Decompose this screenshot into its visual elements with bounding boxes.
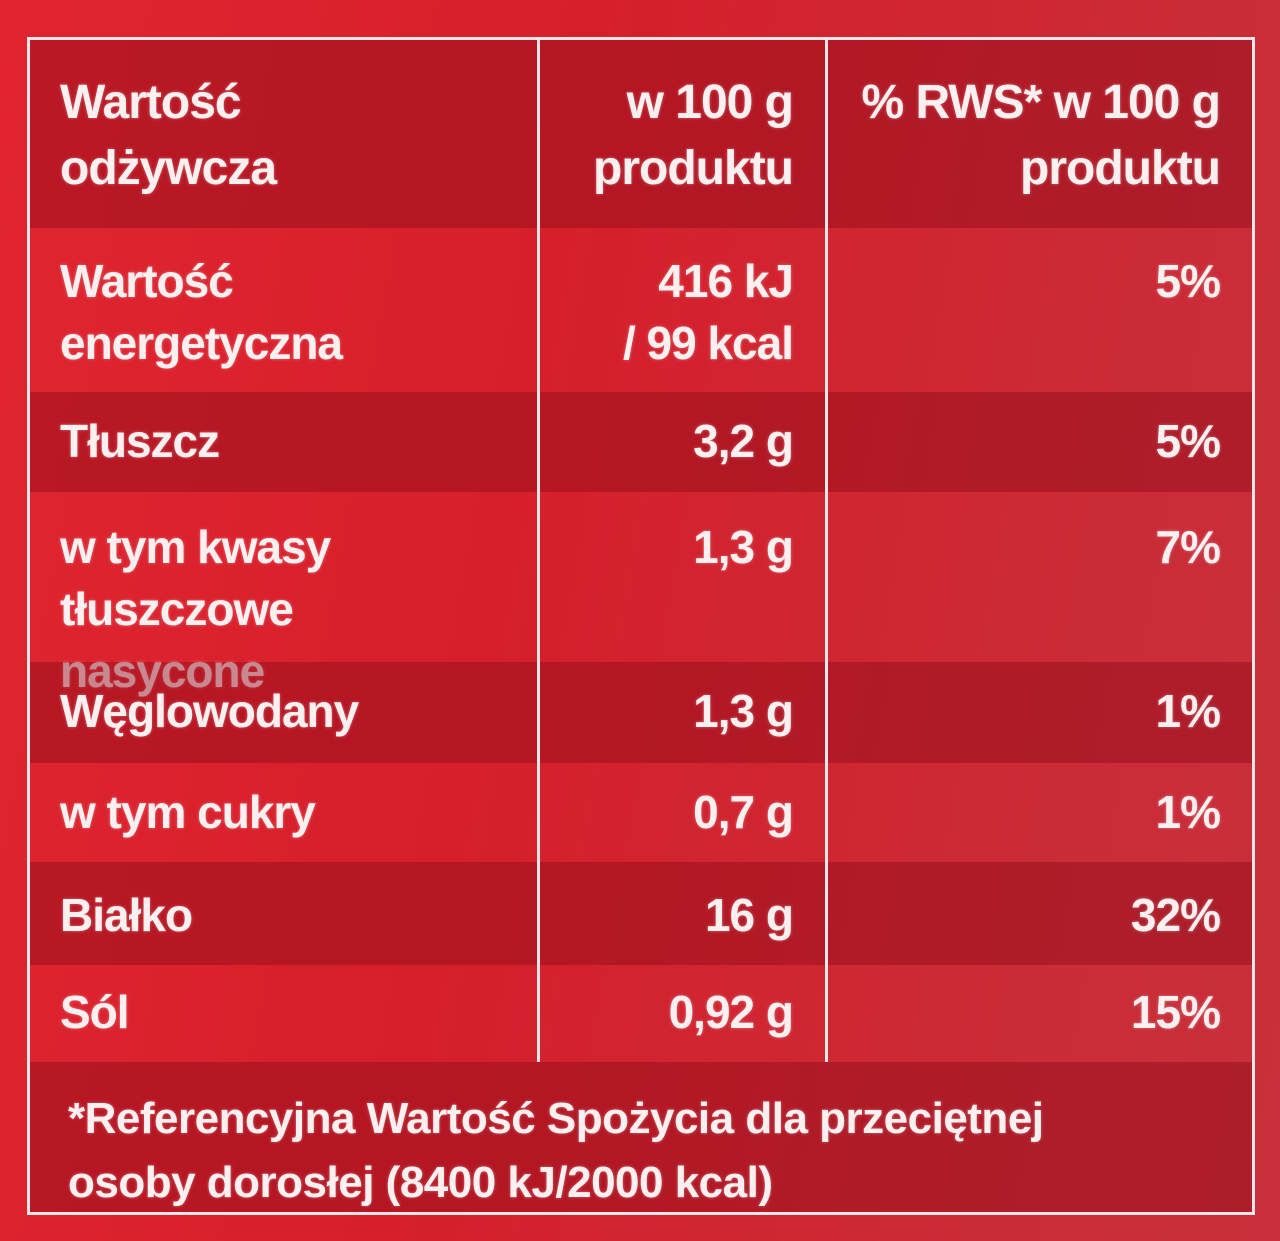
row-rws: 1% xyxy=(825,763,1252,862)
row-value: 0,92 g xyxy=(537,965,825,1062)
row-name-line1: Białko xyxy=(60,889,193,941)
row-name-line2: energetyczna xyxy=(60,317,343,369)
row-name-line1: Tłuszcz xyxy=(60,415,220,467)
header-rws-line2: produktu xyxy=(1020,142,1221,195)
row-value-line1: 3,2 g xyxy=(693,415,794,467)
footnote: *Referencyjna Wartość Spożycia dla przec… xyxy=(30,1062,1252,1212)
row-name-line1: w tym cukry xyxy=(60,786,316,838)
row-value: 1,3 g xyxy=(537,662,825,763)
row-rws: 32% xyxy=(825,862,1252,965)
row-value-line1: 1,3 g xyxy=(693,521,794,573)
row-rws: 1% xyxy=(825,662,1252,763)
row-rws-value: 15% xyxy=(1130,986,1221,1038)
table-row-carbohydrates: Węglowodany 1,3 g 1% xyxy=(30,662,1252,763)
row-name: w tym kwasy tłuszczowe nasycone xyxy=(30,492,537,702)
row-name-line2: tłuszczowe nasycone xyxy=(60,583,294,697)
row-value: 3,2 g xyxy=(537,392,825,492)
row-value-line1: 416 kJ xyxy=(658,255,794,307)
row-rws: 7% xyxy=(825,492,1252,702)
header-per-100g: w 100 g produktu xyxy=(537,40,825,228)
header-nutrient-line2: odżywcza xyxy=(60,142,277,195)
row-rws: 5% xyxy=(825,392,1252,492)
row-name: Tłuszcz xyxy=(30,392,537,492)
row-rws-value: 7% xyxy=(1155,521,1221,573)
table-row-protein: Białko 16 g 32% xyxy=(30,862,1252,965)
table-row-energy: Wartość energetyczna 416 kJ / 99 kcal 5% xyxy=(30,228,1252,392)
row-value: 1,3 g xyxy=(537,492,825,702)
row-name-line1: Wartość xyxy=(60,255,234,307)
row-value-line1: 0,7 g xyxy=(693,786,794,838)
table-header-row: Wartość odżywcza w 100 g produktu % RWS*… xyxy=(30,40,1252,228)
row-value-line1: 16 g xyxy=(704,889,794,941)
row-rws: 5% xyxy=(825,228,1252,392)
row-value-line1: 0,92 g xyxy=(668,986,794,1038)
table-row-sugars: w tym cukry 0,7 g 1% xyxy=(30,763,1252,862)
row-rws-value: 1% xyxy=(1155,786,1221,838)
table-row-fat: Tłuszcz 3,2 g 5% xyxy=(30,392,1252,492)
footnote-line1: *Referencyjna Wartość Spożycia dla przec… xyxy=(68,1094,1044,1143)
row-name: w tym cukry xyxy=(30,763,537,862)
row-rws-value: 1% xyxy=(1155,685,1221,737)
row-name-line1: Węglowodany xyxy=(60,685,359,737)
row-name: Wartość energetyczna xyxy=(30,228,537,392)
column-divider-1 xyxy=(537,40,540,1062)
row-rws-value: 5% xyxy=(1155,415,1221,467)
row-value: 416 kJ / 99 kcal xyxy=(537,228,825,392)
row-rws-value: 5% xyxy=(1155,255,1221,307)
row-name: Białko xyxy=(30,862,537,965)
header-rws-line1: % RWS* w 100 g xyxy=(861,76,1221,129)
header-nutrient: Wartość odżywcza xyxy=(30,40,537,228)
table-row-saturated-fat: w tym kwasy tłuszczowe nasycone 1,3 g 7% xyxy=(30,492,1252,697)
header-rws: % RWS* w 100 g produktu xyxy=(825,40,1252,228)
row-name-line1: w tym kwasy xyxy=(60,521,331,573)
row-name-line1: Sól xyxy=(60,986,130,1038)
row-name: Sól xyxy=(30,965,537,1062)
table-row-salt: Sól 0,92 g 15% xyxy=(30,965,1252,1062)
row-value-line1: 1,3 g xyxy=(693,685,794,737)
row-value-line2: / 99 kcal xyxy=(622,317,794,369)
column-divider-2 xyxy=(825,40,828,1062)
footnote-line2: osoby dorosłej (8400 kJ/2000 kcal) xyxy=(68,1158,773,1207)
row-rws: 15% xyxy=(825,965,1252,1062)
row-name: Węglowodany xyxy=(30,662,537,763)
header-per-100g-line1: w 100 g xyxy=(626,76,794,129)
row-value: 16 g xyxy=(537,862,825,965)
row-value: 0,7 g xyxy=(537,763,825,862)
header-nutrient-line1: Wartość xyxy=(60,76,242,129)
row-rws-value: 32% xyxy=(1130,889,1221,941)
header-per-100g-line2: produktu xyxy=(593,142,794,195)
nutrition-facts-table: Wartość odżywcza w 100 g produktu % RWS*… xyxy=(27,37,1255,1215)
